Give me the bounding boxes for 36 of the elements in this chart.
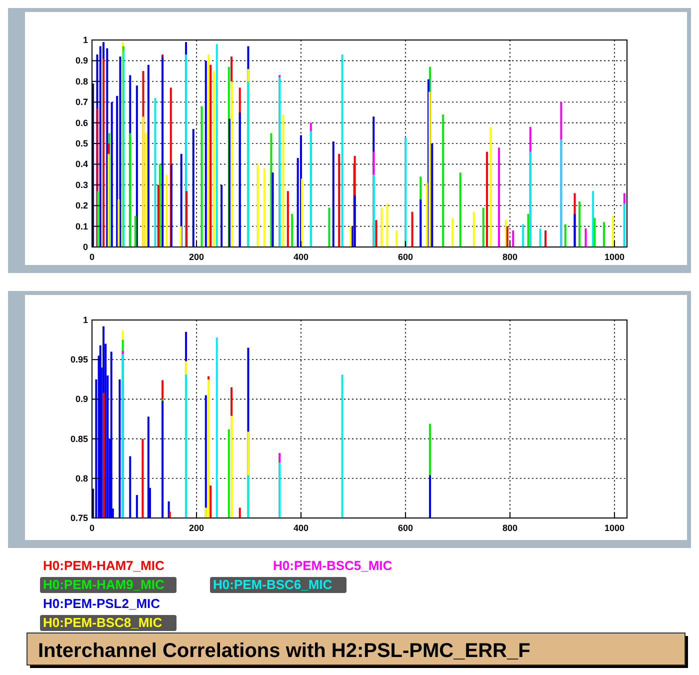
x-tick-label: 600 (398, 252, 413, 262)
text: H0:PEM-BSC8_MIC (43, 615, 163, 630)
x-tick-label: 600 (398, 523, 413, 533)
y-tick-label: 0 (82, 242, 88, 252)
y-tick-label: 0.7 (75, 97, 88, 108)
y-tick-label: 0.85 (70, 434, 88, 444)
y-tick-label: 0.9 (75, 394, 88, 404)
x-tick-label: 1000 (604, 252, 624, 262)
y-tick-label: 0.75 (70, 513, 88, 523)
y-tick-label: 0.3 (75, 180, 88, 190)
x-tick-label: 400 (293, 523, 308, 533)
y-tick-label: 1 (82, 315, 88, 325)
x-tick-label: 800 (502, 523, 518, 533)
y-tick-label: 0.1 (75, 221, 88, 232)
y-tick-label: 0.4 (75, 159, 88, 170)
x-tick-label: 200 (188, 523, 204, 533)
x-tick-label: 0 (89, 523, 95, 533)
x-tick-label: 800 (502, 252, 518, 262)
y-tick-label: 0.8 (75, 473, 88, 484)
text: H0:PEM-PSL2_MIC (43, 596, 161, 611)
text: H0:PEM-HAM9_MIC (43, 577, 165, 592)
x-tick-label: 400 (293, 252, 308, 262)
y-tick-label: 0.8 (75, 76, 88, 86)
text: H0:PEM-BSC5_MIC (273, 558, 393, 573)
text: H0:PEM-HAM7_MIC (43, 558, 165, 573)
y-tick-label: 0.95 (70, 354, 88, 365)
x-tick-label: 1000 (604, 523, 624, 533)
y-tick-label: 1 (82, 35, 88, 45)
text: H0:PEM-BSC6_MIC (213, 577, 333, 592)
y-tick-label: 0.6 (75, 118, 88, 128)
y-tick-label: 0.5 (75, 138, 88, 148)
x-tick-label: 200 (188, 252, 204, 262)
y-tick-label: 0.2 (75, 200, 88, 211)
x-tick-label: 0 (89, 252, 95, 262)
y-tick-label: 0.9 (75, 56, 88, 66)
text: Interchannel Correlations with H2:PSL-PMC_ERR_F (38, 640, 530, 662)
